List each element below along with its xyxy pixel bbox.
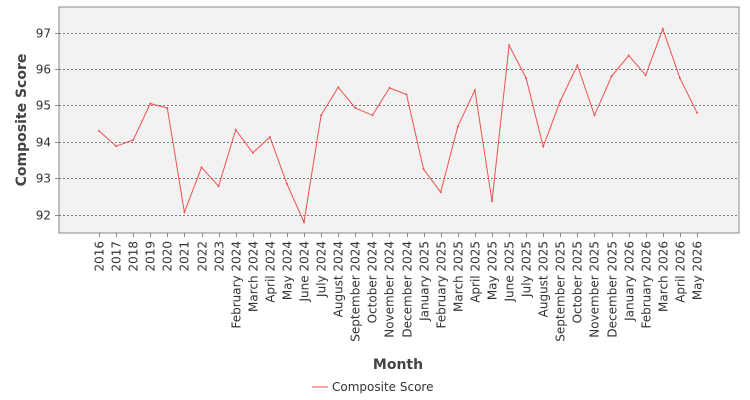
data-point <box>303 221 305 224</box>
x-axis-title: Month <box>373 357 423 373</box>
y-tick-label: 92 <box>36 209 51 223</box>
x-tick-label: January 2025 <box>418 241 432 322</box>
x-axis: 2016 2017 2018 2019 2020 2021 2022 2023 February… <box>93 233 705 342</box>
data-point <box>268 136 271 139</box>
x-tick-label: October 2024 <box>366 241 380 323</box>
x-tick-label: April 2025 <box>469 241 483 303</box>
data-point <box>456 125 459 128</box>
data-point <box>115 145 118 148</box>
x-tick-label: 2020 <box>161 241 175 272</box>
x-tick-label: 2016 <box>93 241 107 272</box>
x-tick-label: 2018 <box>127 241 141 272</box>
data-point <box>525 77 528 80</box>
data-point <box>610 75 613 78</box>
data-point <box>200 166 203 169</box>
y-axis-title: Composite Score <box>14 54 30 187</box>
x-tick-label: 2023 <box>213 241 227 272</box>
y-tick-label: 97 <box>36 27 51 41</box>
x-tick-label: August 2024 <box>332 241 346 317</box>
y-tick-label: 96 <box>36 63 51 77</box>
data-point <box>337 86 340 89</box>
x-tick-label: June 2024 <box>298 241 312 303</box>
data-point <box>627 54 630 57</box>
x-tick-label: January 2026 <box>623 241 637 322</box>
x-tick-label: November 2025 <box>588 241 602 338</box>
y-tick-label: 94 <box>36 136 51 150</box>
x-tick-label: December 2025 <box>606 241 620 338</box>
data-point <box>320 114 323 117</box>
data-point <box>371 114 374 117</box>
data-point <box>354 107 357 109</box>
data-point <box>473 89 476 92</box>
data-point <box>644 74 647 77</box>
data-point <box>661 27 664 30</box>
data-point <box>183 211 186 214</box>
x-tick-label: September 2025 <box>554 241 568 342</box>
data-point <box>234 128 237 131</box>
x-tick-label: July 2025 <box>520 241 534 298</box>
gridlines <box>59 33 739 216</box>
data-point <box>542 145 545 148</box>
series-line <box>98 27 698 224</box>
data-point <box>388 86 391 89</box>
x-tick-label: May 2024 <box>281 241 295 300</box>
data-point <box>576 64 579 67</box>
data-point <box>422 168 425 171</box>
x-tick-label: May 2025 <box>486 241 500 300</box>
data-point <box>166 107 169 109</box>
x-tick-label: June 2025 <box>503 241 517 303</box>
x-tick-label: February 2026 <box>640 241 654 329</box>
x-tick-label: May 2026 <box>691 241 705 300</box>
legend: Composite Score <box>312 380 433 394</box>
x-tick-label: March 2024 <box>247 241 261 312</box>
data-point <box>149 102 152 105</box>
x-tick-label: March 2026 <box>657 241 671 312</box>
data-point <box>98 129 100 132</box>
data-point <box>439 191 442 194</box>
data-point <box>678 77 681 80</box>
x-tick-label: February 2024 <box>230 241 244 329</box>
data-point <box>559 100 562 102</box>
x-tick-label: July 2024 <box>315 241 329 298</box>
x-tick-label: April 2024 <box>264 241 278 303</box>
data-point <box>508 44 511 47</box>
y-tick-label: 95 <box>36 99 51 113</box>
x-tick-label: 2017 <box>110 241 124 272</box>
data-point <box>696 111 698 114</box>
x-tick-label: August 2025 <box>537 241 551 317</box>
x-tick-label: April 2026 <box>674 241 688 303</box>
x-tick-label: 2021 <box>178 241 192 272</box>
y-axis: 92 93 94 95 96 97 <box>36 27 59 223</box>
plot-area <box>58 6 740 234</box>
data-point <box>491 200 493 203</box>
x-tick-label: October 2025 <box>571 241 585 323</box>
x-tick-label: December 2024 <box>401 241 415 338</box>
series-layer <box>98 27 698 224</box>
x-tick-label: 2019 <box>144 241 158 272</box>
legend-label: Composite Score <box>332 380 433 394</box>
x-tick-label: 2022 <box>196 241 210 272</box>
data-point <box>217 185 220 188</box>
x-tick-label: September 2024 <box>349 241 363 342</box>
data-point <box>593 114 596 117</box>
data-point <box>405 93 408 96</box>
x-tick-label: November 2024 <box>383 241 397 338</box>
x-tick-label: February 2025 <box>435 241 449 329</box>
x-tick-label: March 2025 <box>452 241 466 312</box>
data-point <box>251 151 254 154</box>
data-point <box>285 182 288 185</box>
y-tick-label: 93 <box>36 172 51 186</box>
data-point <box>132 139 135 141</box>
